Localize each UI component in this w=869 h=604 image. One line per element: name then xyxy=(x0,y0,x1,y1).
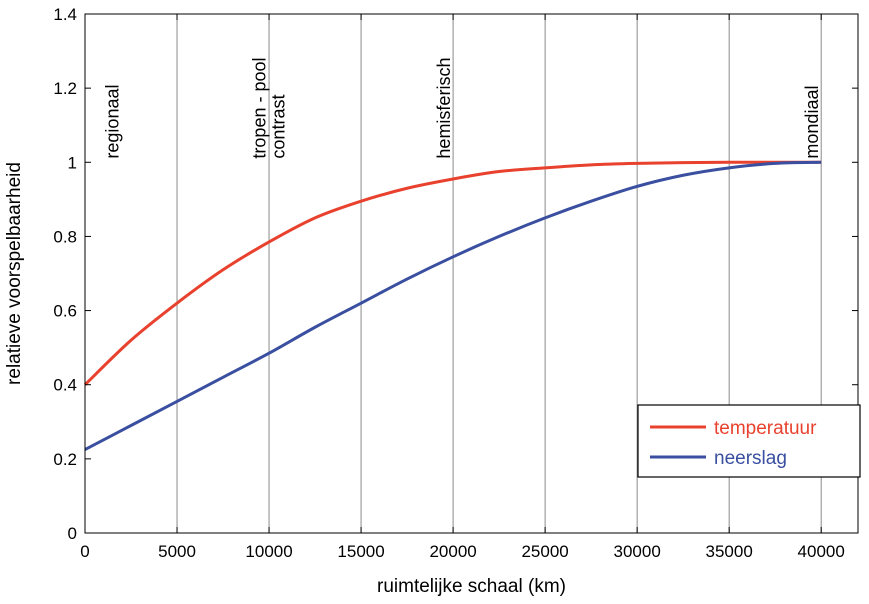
x-tick-label: 5000 xyxy=(158,542,196,561)
grid-layer xyxy=(176,14,822,533)
x-tick-label: 40000 xyxy=(798,542,845,561)
legend-label-neerslag: neerslag xyxy=(714,448,787,469)
annotation-label: regionaal xyxy=(103,85,123,159)
series-layer xyxy=(83,160,822,451)
legend-label-temperatuur: temperatuur xyxy=(714,418,817,439)
x-tick-label: 0 xyxy=(80,542,89,561)
y-tick-label: 0 xyxy=(68,524,77,543)
y-axis-title: relatieve voorspelbaarheid xyxy=(4,162,25,385)
legend-box xyxy=(637,404,861,478)
y-tick-label: 1.2 xyxy=(53,79,77,98)
annotation-label: hemisferisch xyxy=(434,58,454,159)
legend: temperatuur neerslag xyxy=(637,404,861,478)
y-tick-label: 0.4 xyxy=(53,376,77,395)
series-line-temperatuur xyxy=(83,160,822,386)
y-tick-label: 1 xyxy=(68,153,77,172)
y-tick-label: 0.8 xyxy=(53,227,77,246)
annotation-label: mondiaal xyxy=(802,86,822,159)
x-tick-label: 15000 xyxy=(337,542,384,561)
x-tick-label: 35000 xyxy=(706,542,753,561)
x-tick-label: 20000 xyxy=(429,542,476,561)
y-tick-label: 0.6 xyxy=(53,302,77,321)
y-tick-label: 0.2 xyxy=(53,450,77,469)
x-tick-label: 30000 xyxy=(614,542,661,561)
x-axis-title: ruimtelijke schaal (km) xyxy=(377,576,566,597)
plot-frame xyxy=(84,13,859,534)
annotation-label: tropen - poolcontrast xyxy=(250,58,289,159)
x-tick-label: 10000 xyxy=(245,542,292,561)
series-line-neerslag xyxy=(84,160,822,451)
annotation-layer: regionaal tropen - poolcontrast hemisferis… xyxy=(103,58,822,159)
y-tick-label: 1.4 xyxy=(53,5,77,24)
x-tick-label: 25000 xyxy=(521,542,568,561)
tick-layer: 0 5000 10000 15000 20000 25000 30000 35000 40000… xyxy=(53,5,858,561)
